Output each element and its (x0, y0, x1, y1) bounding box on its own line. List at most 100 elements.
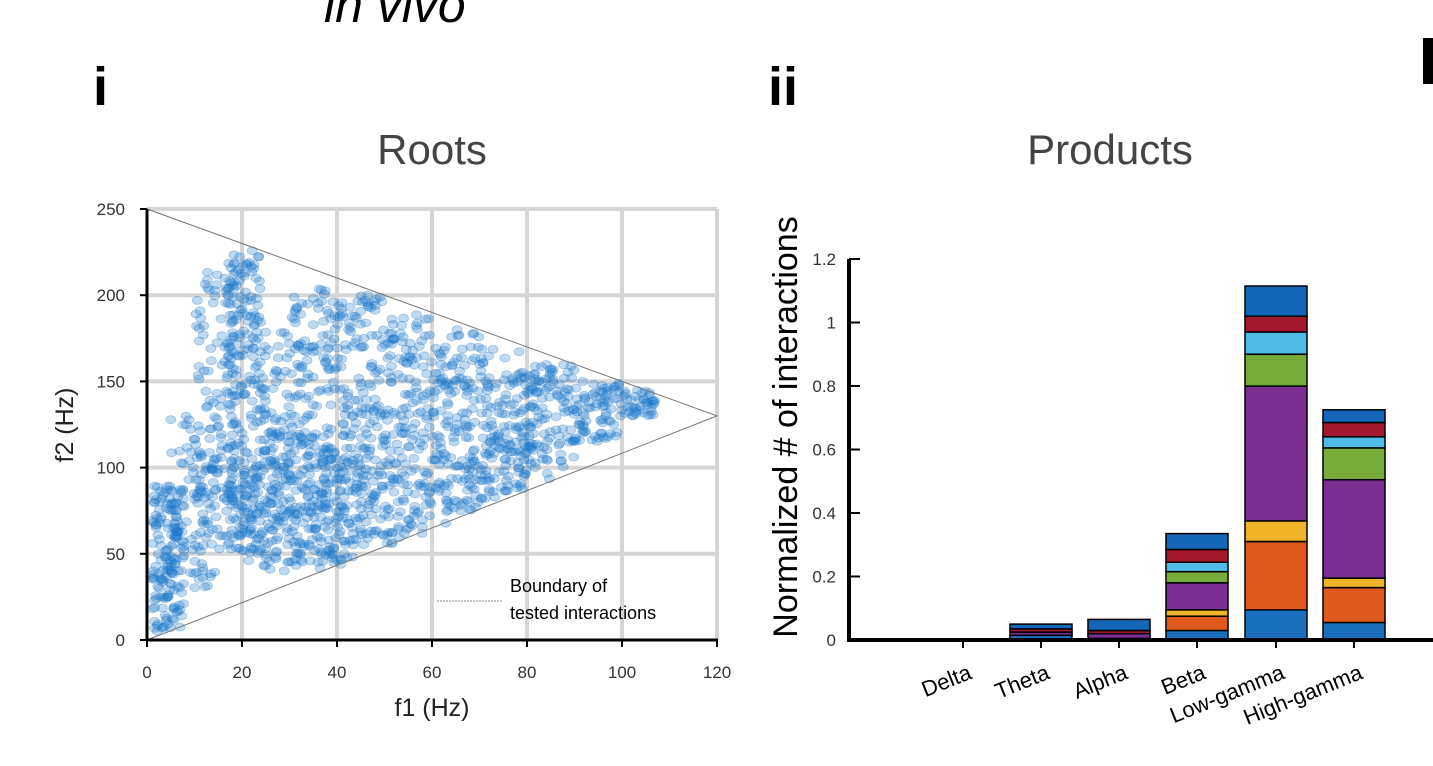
roots-point (553, 431, 565, 441)
roots-point (441, 380, 453, 390)
roots-point (233, 543, 245, 553)
roots-point (380, 435, 392, 445)
roots-point (293, 537, 305, 547)
roots-point (385, 377, 397, 387)
roots-point (512, 377, 523, 387)
roots-point (248, 308, 259, 318)
roots-point (512, 370, 524, 380)
roots-point (555, 449, 567, 459)
roots-point (188, 569, 200, 578)
roots-point (456, 476, 468, 486)
roots-point (440, 518, 452, 528)
roots-point (154, 518, 165, 528)
roots-point (475, 372, 487, 382)
roots-point (430, 343, 442, 353)
roots-point (193, 336, 205, 346)
roots-point (259, 351, 271, 361)
roots-point (498, 375, 510, 385)
roots-point (515, 479, 527, 489)
roots-point (359, 424, 371, 434)
roots-point (241, 259, 253, 269)
roots-point (329, 364, 341, 374)
roots-point (514, 421, 526, 431)
roots-point (170, 554, 182, 564)
roots-point (323, 365, 335, 375)
roots-point (504, 381, 516, 391)
roots-point (371, 366, 383, 376)
roots-point (284, 418, 296, 428)
products-bar-segment (1322, 436, 1386, 449)
roots-point (339, 410, 351, 420)
roots-point (266, 426, 278, 436)
roots-point (323, 308, 335, 318)
roots-point (445, 389, 457, 399)
roots-point (239, 467, 251, 477)
roots-point (379, 501, 391, 511)
roots-point (279, 412, 291, 422)
roots-point (223, 399, 235, 409)
roots-point (398, 313, 410, 323)
roots-point (469, 353, 481, 363)
roots-point (481, 401, 493, 411)
roots-point (314, 452, 326, 462)
roots-point (200, 386, 212, 396)
roots-point (355, 378, 367, 388)
roots-point (252, 300, 264, 310)
roots-point (202, 519, 214, 529)
roots-point (291, 509, 303, 519)
roots-point (254, 460, 266, 470)
roots-point (357, 388, 369, 398)
roots-point (308, 347, 319, 357)
roots-point (153, 535, 165, 544)
roots-point (387, 319, 399, 329)
roots-point (332, 312, 344, 322)
roots-point (388, 407, 400, 417)
roots-point (369, 491, 381, 500)
roots-point (520, 469, 531, 479)
products-bar-segment (1165, 615, 1229, 632)
roots-point (266, 525, 278, 535)
roots-point (306, 433, 318, 443)
roots-point (424, 487, 436, 497)
roots-point (402, 515, 414, 525)
roots-point (360, 403, 372, 413)
roots-point (518, 455, 530, 465)
roots-point (312, 303, 324, 313)
roots-x-tick-label: 0 (142, 663, 151, 682)
roots-point (168, 603, 180, 613)
roots-point (338, 419, 350, 429)
roots-point (243, 340, 255, 349)
roots-point (499, 454, 511, 464)
roots-point (245, 312, 257, 321)
roots-point (200, 466, 212, 476)
roots-point (376, 297, 388, 307)
roots-point (222, 443, 234, 453)
roots-point (502, 481, 514, 490)
roots-point (315, 339, 327, 349)
roots-point (324, 542, 336, 551)
roots-point (340, 345, 352, 355)
roots-point (228, 332, 240, 342)
roots-point (482, 381, 494, 391)
roots-point (148, 497, 160, 507)
roots-point (161, 552, 172, 562)
roots-point (226, 420, 238, 430)
roots-point (265, 455, 277, 465)
roots-point (199, 279, 211, 289)
roots-point (541, 383, 553, 393)
roots-point (433, 479, 445, 489)
roots-point (245, 295, 257, 305)
roots-point (236, 428, 248, 438)
roots-point (453, 330, 465, 340)
roots-point (207, 492, 218, 502)
roots-point (337, 430, 349, 440)
roots-point (475, 470, 487, 480)
roots-point (341, 443, 353, 453)
roots-point (150, 594, 162, 603)
roots-point (430, 368, 442, 378)
roots-point (159, 552, 171, 562)
roots-point (311, 401, 323, 411)
roots-point (191, 492, 203, 501)
roots-point (249, 319, 261, 329)
roots-point (273, 490, 285, 500)
